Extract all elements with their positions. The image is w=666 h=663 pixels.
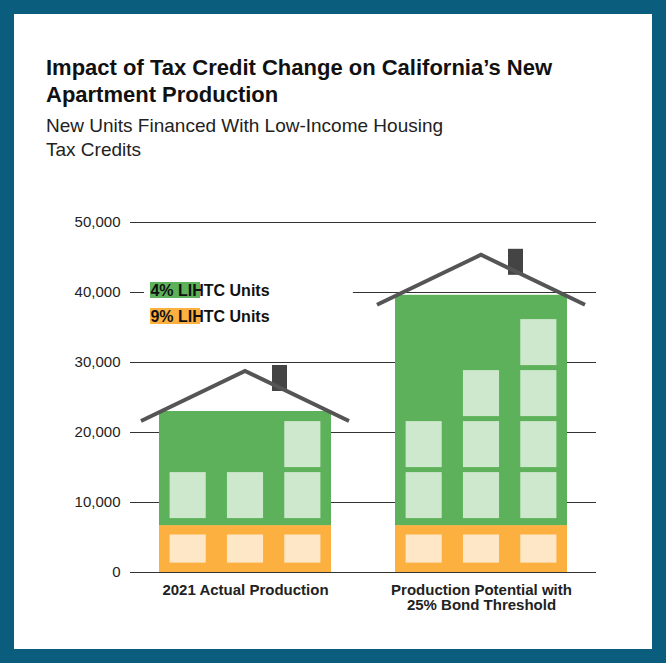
svg-text:50,000: 50,000 [75, 213, 121, 230]
svg-text:20,000: 20,000 [75, 423, 121, 440]
html-text:Impact of Tax Credit Change on: Impact of Tax Credit Change on Californi… [46, 55, 553, 107]
svg-text:40,000: 40,000 [75, 283, 121, 300]
html-text:New Units Financed With Low-In: New Units Financed With Low-Income Housi… [46, 115, 444, 160]
svg-text:9% LIHTC Units: 9% LIHTC Units [150, 308, 269, 325]
svg-text:30,000: 30,000 [75, 353, 121, 370]
svg-text:10,000: 10,000 [75, 493, 121, 510]
svg-text:Production Potential with25% B: Production Potential with25% Bond Thresh… [391, 581, 572, 613]
svg-text:2021 Actual Production: 2021 Actual Production [162, 581, 328, 598]
svg-text:0: 0 [112, 563, 120, 580]
svg-text:4% LIHTC Units: 4% LIHTC Units [150, 282, 269, 299]
